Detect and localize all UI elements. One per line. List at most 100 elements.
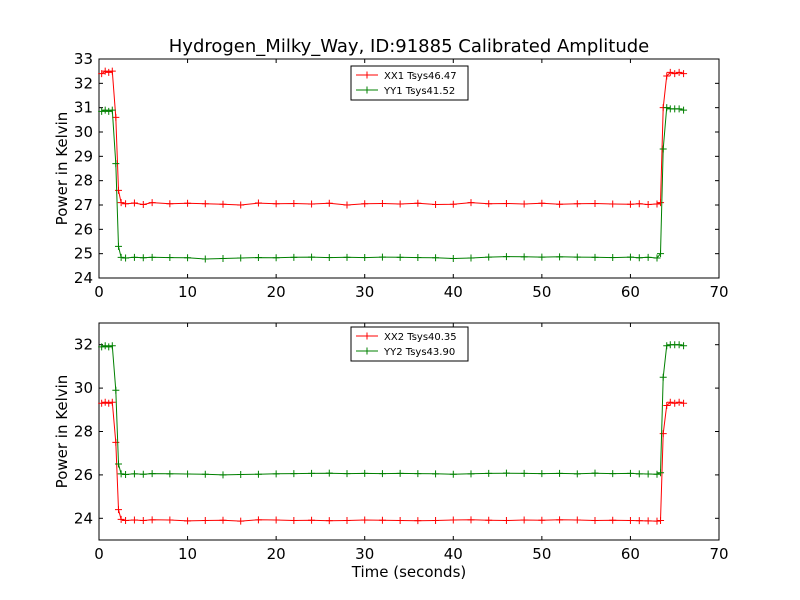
series-2	[98, 104, 688, 263]
data-point	[680, 106, 688, 114]
data-point	[657, 469, 665, 477]
x-tick-label: 30	[355, 283, 374, 301]
data-point	[139, 470, 147, 478]
data-point	[502, 516, 510, 524]
data-point	[166, 200, 174, 208]
data-point	[626, 469, 634, 477]
data-point	[308, 469, 316, 477]
data-point	[130, 199, 138, 207]
data-point	[148, 199, 156, 207]
data-point	[378, 200, 386, 208]
x-tick-label: 40	[444, 283, 463, 301]
data-point	[117, 470, 125, 478]
y-tick-label: 26	[74, 220, 93, 238]
series-1	[98, 67, 688, 209]
data-point	[573, 200, 581, 208]
data-point	[432, 201, 440, 209]
y-tick-label: 31	[74, 99, 93, 117]
data-point	[609, 200, 617, 208]
data-point	[166, 254, 174, 262]
data-point	[325, 469, 333, 477]
data-point	[139, 516, 147, 524]
x-tick-label: 50	[532, 545, 551, 563]
data-point	[290, 253, 298, 261]
data-point	[130, 253, 138, 261]
data-point	[148, 253, 156, 261]
data-point	[114, 242, 122, 250]
data-point	[378, 253, 386, 261]
data-point	[378, 470, 386, 478]
data-point	[201, 200, 209, 208]
data-point	[361, 516, 369, 524]
x-tick-label: 60	[621, 545, 640, 563]
data-point	[626, 516, 634, 524]
data-point	[556, 516, 564, 524]
data-point	[237, 201, 245, 209]
data-point	[644, 253, 652, 261]
data-point	[467, 516, 475, 524]
data-point	[538, 199, 546, 207]
data-point	[254, 199, 262, 207]
data-point	[290, 200, 298, 208]
data-point	[657, 250, 665, 258]
data-point	[101, 398, 109, 406]
x-tick-label: 30	[355, 545, 374, 563]
data-point	[122, 200, 130, 208]
data-point	[449, 470, 457, 478]
data-point	[117, 253, 125, 261]
data-point	[290, 516, 298, 524]
data-point	[671, 70, 679, 78]
data-point	[485, 200, 493, 208]
data-point	[467, 470, 475, 478]
data-point	[325, 254, 333, 262]
data-point	[184, 470, 192, 478]
data-point	[98, 107, 106, 115]
data-point	[520, 200, 528, 208]
data-point	[308, 253, 316, 261]
x-tick-label: 50	[532, 283, 551, 301]
y-tick-label: 32	[74, 74, 93, 92]
x-tick-label: 10	[178, 283, 197, 301]
x-tick-label: 40	[444, 545, 463, 563]
data-point	[556, 469, 564, 477]
data-point	[467, 254, 475, 262]
data-point	[663, 72, 671, 80]
data-point	[449, 516, 457, 524]
data-point	[635, 517, 643, 525]
data-point	[644, 201, 652, 209]
legend: XX2 Tsys40.35 YY2 Tsys43.90	[350, 326, 469, 362]
data-point	[130, 516, 138, 524]
data-point	[105, 107, 113, 115]
y-tick-label: 26	[74, 466, 93, 484]
data-point	[666, 68, 674, 76]
data-point	[609, 254, 617, 262]
data-point	[343, 253, 351, 261]
y-tick-label: 28	[74, 423, 93, 441]
y-tick-label: 24	[74, 509, 93, 527]
data-point	[675, 105, 683, 113]
data-point	[272, 254, 280, 262]
x-tick-label: 20	[267, 545, 286, 563]
data-point	[675, 68, 683, 76]
data-point	[117, 199, 125, 207]
legend-label: XX2 Tsys40.35	[384, 332, 457, 343]
data-point	[184, 517, 192, 525]
data-point	[101, 106, 109, 114]
data-point	[184, 199, 192, 207]
data-point	[671, 399, 679, 407]
data-point	[659, 145, 667, 153]
data-point	[680, 342, 688, 350]
data-point	[396, 253, 404, 261]
data-point	[343, 201, 351, 209]
y-tick-label: 24	[74, 269, 93, 287]
data-point	[591, 516, 599, 524]
data-point	[122, 254, 130, 262]
data-point	[396, 516, 404, 524]
data-point	[538, 470, 546, 478]
data-point	[538, 516, 546, 524]
data-point	[237, 470, 245, 478]
legend-label: YY2 Tsys43.90	[383, 347, 455, 358]
data-point	[105, 68, 113, 76]
data-point	[166, 470, 174, 478]
legend-swatch-marker	[363, 86, 371, 94]
